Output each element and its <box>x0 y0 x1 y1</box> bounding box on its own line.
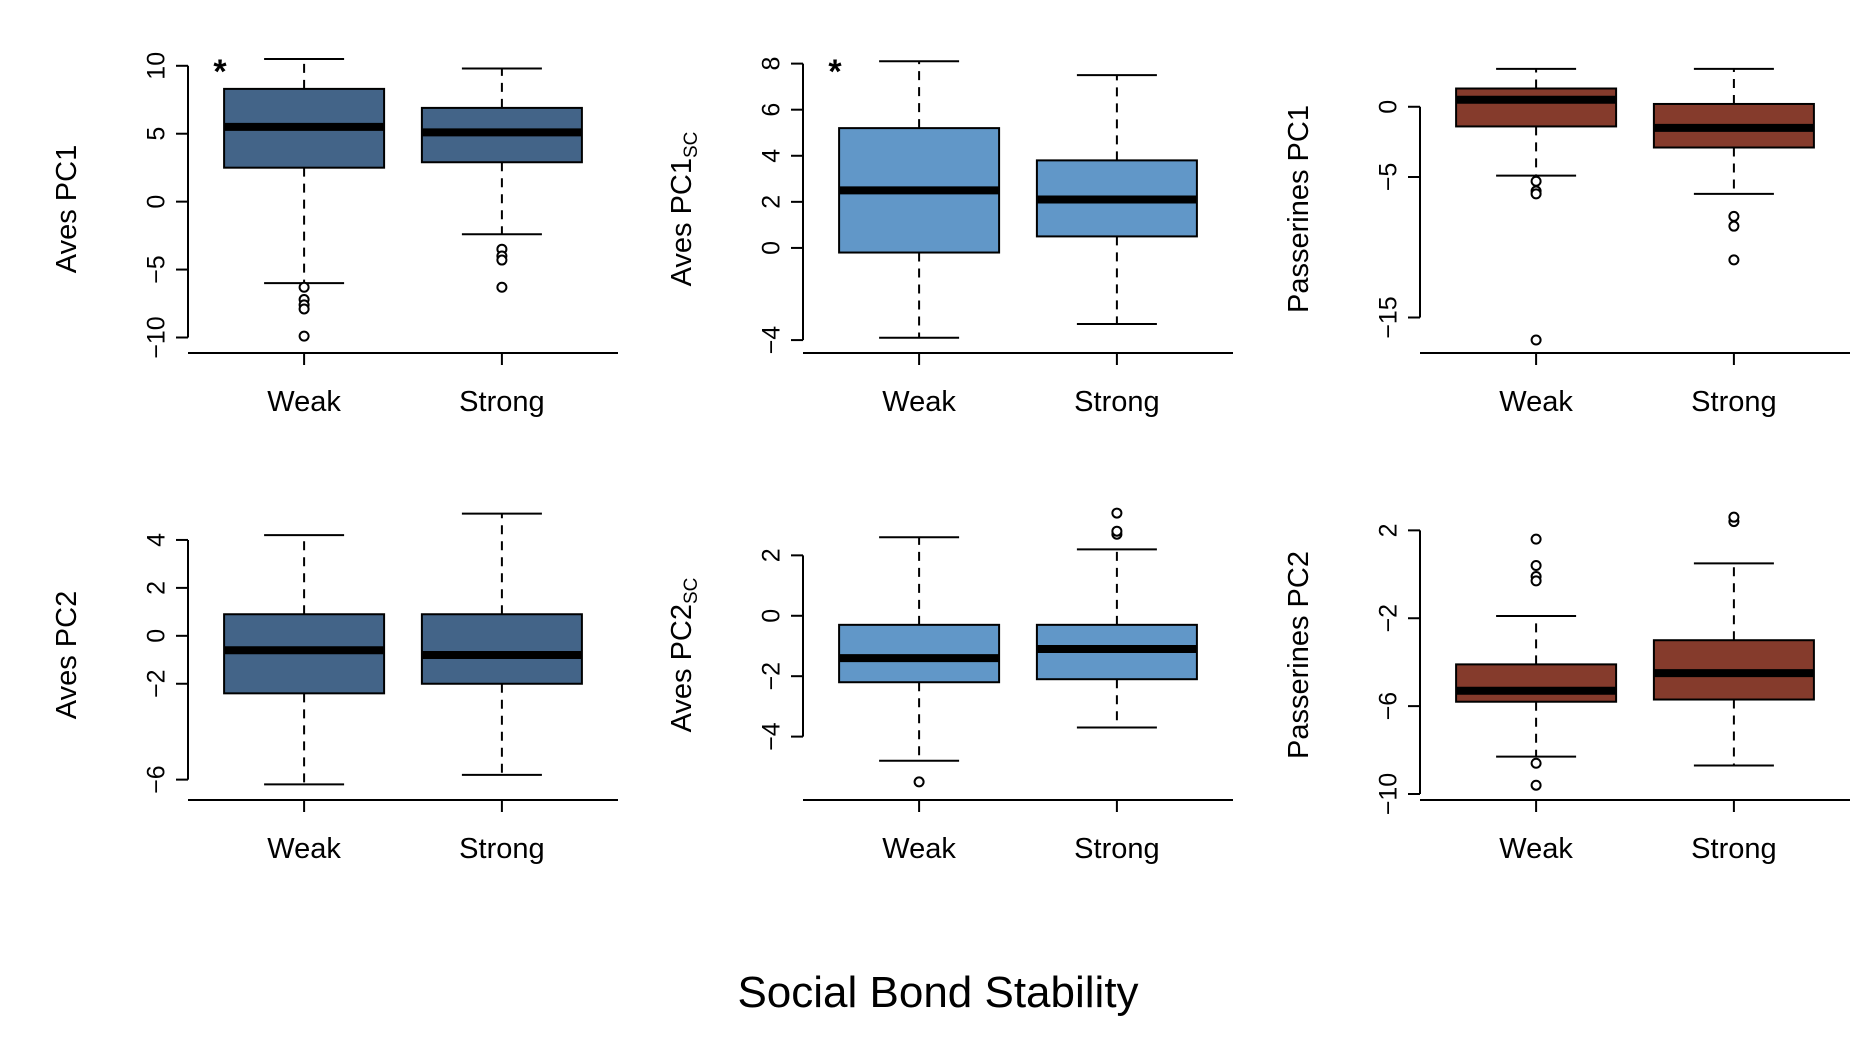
outlier-point <box>1530 575 1542 587</box>
y-tick-label: 2 <box>1375 523 1403 537</box>
outlier-point <box>1530 560 1542 572</box>
outlier-point <box>1530 188 1542 200</box>
y-tick-label: −4 <box>758 722 786 751</box>
y-tick-label: −15 <box>1375 296 1403 338</box>
y-tick-label: 0 <box>758 609 786 623</box>
box-strong <box>1652 511 1815 767</box>
y-tick-label: −4 <box>758 326 786 355</box>
box-weak <box>223 534 386 786</box>
y-axis-label: Aves PC1 <box>51 145 83 273</box>
y-axis-label-subscript: SC <box>681 132 702 158</box>
x-tick-label: Strong <box>459 833 544 865</box>
x-tick-label: Strong <box>1074 386 1159 418</box>
iqr-box <box>1455 663 1618 703</box>
x-tick-label: Strong <box>459 386 544 418</box>
x-tick-label: Weak <box>1499 833 1573 865</box>
x-tick-label: Weak <box>882 386 956 418</box>
y-axis-label: Passerines PC2 <box>1283 551 1315 759</box>
y-tick-label: 4 <box>758 149 786 163</box>
y-tick-label: 5 <box>143 127 171 141</box>
iqr-box <box>1455 87 1618 128</box>
y-tick-label: 2 <box>143 581 171 595</box>
chart-panel-4: 4 2 0 −2 −6 Weak Strong Aves PC2 <box>51 512 618 865</box>
outlier-point <box>1530 334 1542 346</box>
outlier-point <box>913 776 925 788</box>
y-tick-label: −10 <box>1375 773 1403 815</box>
y-tick-label: −2 <box>758 662 786 691</box>
y-tick-label: 2 <box>758 195 786 209</box>
x-tick-label: Strong <box>1074 833 1159 865</box>
y-tick-label: −2 <box>1375 604 1403 633</box>
y-tick-label: −5 <box>1375 163 1403 192</box>
y-axis-label-text: Aves PC1 <box>666 158 698 286</box>
outlier-point <box>1111 525 1123 537</box>
box-weak <box>1455 67 1618 346</box>
outlier-point <box>1111 507 1123 519</box>
y-axis-label-text: Aves PC1 <box>51 145 83 273</box>
outlier-point <box>1728 220 1740 232</box>
box-weak <box>1455 533 1618 791</box>
y-tick-label: 0 <box>758 241 786 255</box>
chart-panel-2: 8 6 4 2 0 −4 Weak Strong Aves PC1SC * <box>666 53 1233 418</box>
y-tick-label: −5 <box>143 255 171 284</box>
box-strong <box>420 67 583 293</box>
outlier-point <box>1728 511 1740 523</box>
outlier-point <box>298 303 310 315</box>
box-strong <box>1652 67 1815 266</box>
y-tick-label: −6 <box>143 765 171 794</box>
y-tick-label: 0 <box>143 629 171 643</box>
significance-marker: * <box>828 53 842 91</box>
x-tick-label: Weak <box>267 833 341 865</box>
y-tick-label: 4 <box>143 533 171 547</box>
outlier-point <box>1530 533 1542 545</box>
y-tick-label: −10 <box>143 316 171 358</box>
iqr-box <box>420 613 583 685</box>
outlier-point <box>1530 757 1542 769</box>
box-weak <box>223 58 386 342</box>
y-axis-label-text: Passerines PC1 <box>1283 105 1315 313</box>
y-tick-label: 2 <box>758 548 786 562</box>
y-axis-label: Aves PC1SC <box>666 132 702 287</box>
x-tick-label: Strong <box>1691 833 1776 865</box>
y-axis-label-text: Passerines PC2 <box>1283 551 1315 759</box>
y-axis-label: Aves PC2SC <box>666 578 702 733</box>
outlier-point <box>1530 175 1542 187</box>
y-tick-label: 8 <box>758 57 786 71</box>
outlier-point <box>1530 779 1542 791</box>
outlier-point <box>1728 210 1740 222</box>
y-axis-label-text: Aves PC2 <box>666 604 698 732</box>
y-tick-label: −6 <box>1375 692 1403 721</box>
chart-panel-3: 0 −5 −15 Weak Strong Passerines PC1 <box>1283 67 1850 418</box>
y-axis-label-text: Aves PC2 <box>51 591 83 719</box>
y-tick-label: 10 <box>143 52 171 80</box>
y-tick-label: 0 <box>143 195 171 209</box>
figure-x-axis-title: Social Bond Stability <box>737 968 1139 1017</box>
outlier-point <box>298 281 310 293</box>
iqr-box <box>838 623 1001 684</box>
x-tick-label: Weak <box>267 386 341 418</box>
chart-panel-1: 10 5 0 −5 −10 Weak Strong Aves PC1 * <box>51 52 618 418</box>
box-strong <box>1035 74 1198 325</box>
y-tick-label: 0 <box>1375 100 1403 114</box>
x-tick-label: Weak <box>1499 386 1573 418</box>
y-axis-label: Aves PC2 <box>51 591 83 719</box>
x-tick-label: Weak <box>882 833 956 865</box>
chart-panel-5: 2 0 −2 −4 Weak Strong Aves PC2SC <box>666 507 1233 865</box>
outlier-point <box>496 254 508 266</box>
x-tick-label: Strong <box>1691 386 1776 418</box>
box-strong <box>420 512 583 776</box>
y-tick-label: 6 <box>758 103 786 117</box>
box-weak <box>838 60 1001 339</box>
y-axis-label-subscript: SC <box>681 578 702 604</box>
chart-panel-6: 2 −2 −6 −10 Weak Strong Passerines PC2 <box>1283 511 1850 865</box>
y-axis-label: Passerines PC1 <box>1283 105 1315 313</box>
y-tick-label: −2 <box>143 669 171 698</box>
box-strong <box>1035 507 1198 729</box>
significance-marker: * <box>213 53 227 91</box>
box-weak <box>838 536 1001 788</box>
outlier-point <box>1728 254 1740 266</box>
outlier-point <box>496 281 508 293</box>
outlier-point <box>298 330 310 342</box>
